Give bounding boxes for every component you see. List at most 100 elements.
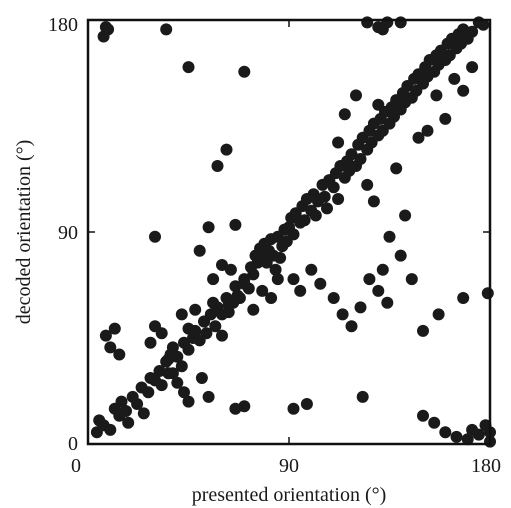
data-point (321, 202, 333, 215)
data-point (175, 360, 188, 373)
y-tick-label-180: 180 (48, 14, 78, 36)
data-point (247, 303, 260, 316)
data-point (113, 348, 126, 361)
data-point (149, 230, 161, 243)
axis-ticks (88, 20, 490, 444)
data-point (350, 89, 362, 102)
data-point (144, 336, 157, 349)
data-point (104, 423, 117, 436)
data-point (162, 353, 175, 366)
data-point (300, 398, 313, 410)
data-point (332, 193, 345, 205)
data-point (137, 407, 150, 420)
data-point (115, 395, 128, 408)
data-point (318, 190, 331, 203)
data-point (274, 251, 287, 264)
data-point (182, 322, 195, 335)
data-point (182, 343, 195, 356)
data-point (354, 301, 367, 314)
data-point (238, 400, 251, 413)
data-point (256, 284, 269, 297)
data-point (457, 84, 470, 97)
data-point (222, 306, 235, 319)
data-point (399, 209, 412, 222)
data-point (432, 308, 445, 321)
data-point (390, 162, 403, 175)
data-point (131, 398, 144, 410)
data-point (120, 405, 132, 417)
x-tick-label-0: 0 (71, 455, 81, 477)
data-point (182, 395, 195, 408)
x-tick-label-90: 90 (279, 455, 299, 477)
data-point (323, 174, 336, 187)
data-point (394, 249, 407, 262)
data-point (439, 426, 452, 439)
data-point (405, 273, 418, 286)
data-point (207, 273, 220, 286)
data-point (448, 72, 461, 85)
data-point (361, 16, 374, 29)
data-point (376, 263, 389, 276)
data-point (361, 178, 374, 191)
data-point (166, 367, 179, 380)
data-point (450, 430, 463, 443)
data-point (294, 284, 307, 297)
data-point (178, 386, 190, 399)
data-point (298, 214, 311, 227)
data-point (439, 112, 452, 125)
data-point (182, 61, 195, 74)
data-point (430, 89, 443, 102)
data-point (461, 433, 474, 446)
data-point (171, 376, 184, 389)
data-point (332, 136, 345, 149)
data-point (354, 153, 367, 165)
data-point (200, 327, 213, 340)
data-point (216, 259, 228, 271)
data-point (207, 296, 220, 309)
data-point (383, 230, 396, 243)
data-point (412, 131, 425, 144)
data-point (363, 273, 376, 286)
data-point (231, 289, 244, 302)
data-point (265, 292, 278, 304)
data-point (481, 287, 494, 300)
data-point (211, 160, 224, 172)
data-point (314, 277, 327, 290)
data-point (466, 25, 479, 38)
data-point (202, 390, 215, 403)
data-point (305, 263, 318, 276)
data-point (381, 296, 394, 309)
data-point (472, 428, 485, 441)
data-point (345, 148, 358, 161)
data-point (271, 273, 284, 286)
data-point (367, 195, 380, 208)
data-point (417, 409, 429, 422)
data-point (142, 386, 155, 399)
data-point (287, 273, 300, 286)
data-point (309, 209, 322, 222)
data-point (220, 143, 233, 156)
data-point (122, 416, 135, 429)
data-point (202, 221, 215, 234)
x-tick-label-180: 180 (471, 455, 501, 477)
data-point (466, 61, 479, 74)
y-tick-label-0: 0 (68, 433, 78, 455)
data-point (224, 263, 237, 276)
data-point (238, 277, 251, 290)
data-point (216, 329, 228, 342)
data-point (189, 303, 202, 316)
data-point (155, 379, 168, 392)
data-point (155, 327, 168, 340)
data-point (428, 416, 441, 429)
data-point (198, 315, 211, 328)
data-point (247, 268, 260, 281)
data-point (166, 341, 179, 354)
data-points (90, 16, 496, 448)
data-point (477, 18, 490, 31)
data-point (102, 23, 115, 36)
data-point (381, 16, 394, 29)
data-point (99, 329, 112, 342)
data-point (372, 284, 385, 297)
data-point (175, 308, 188, 321)
data-point (327, 292, 340, 304)
